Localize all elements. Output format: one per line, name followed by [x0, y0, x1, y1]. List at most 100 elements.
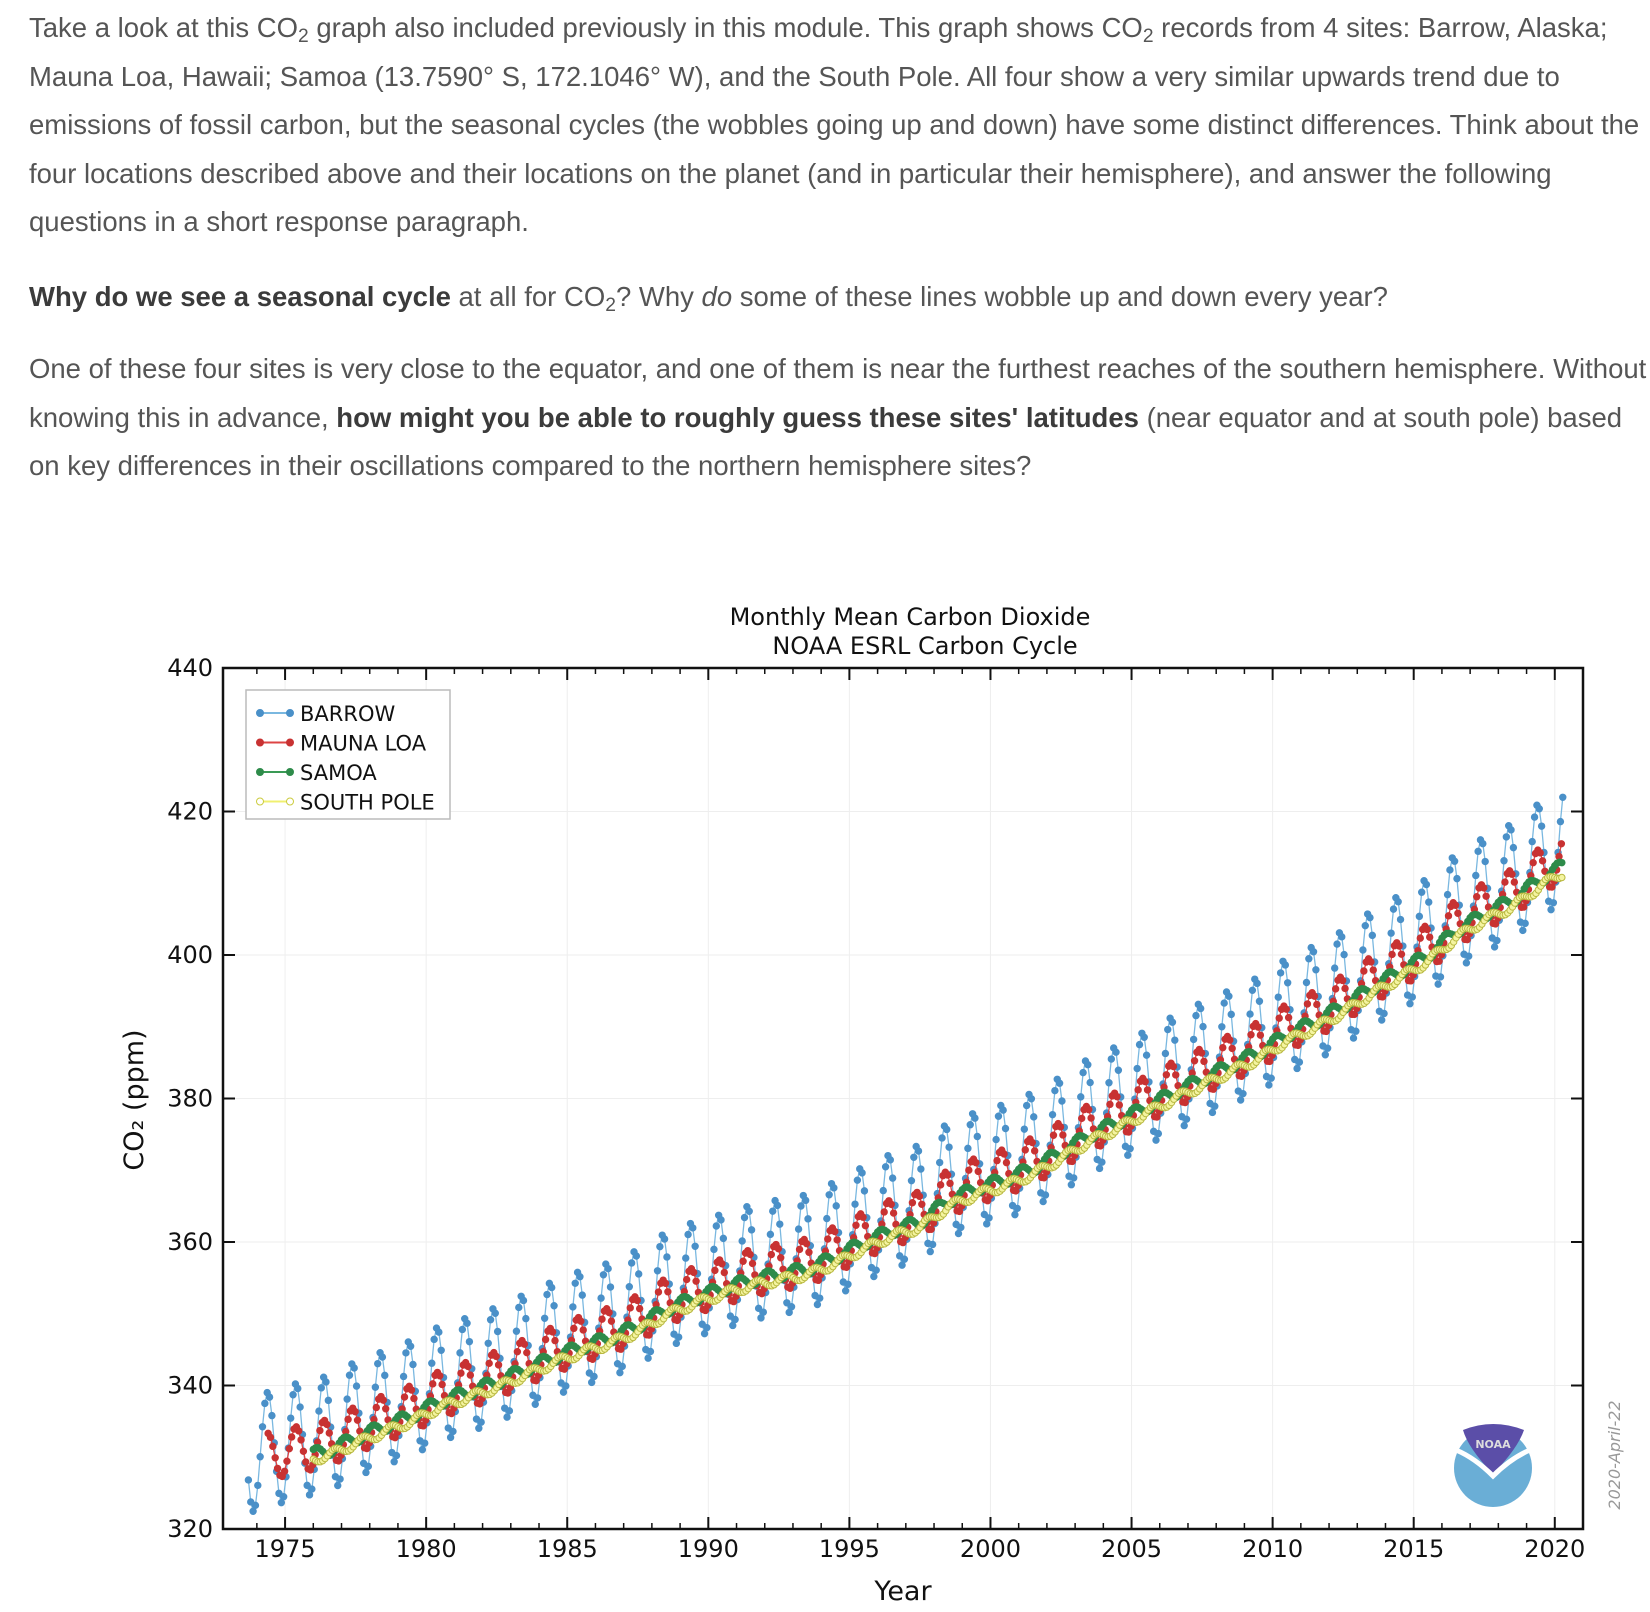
data-point	[965, 1166, 973, 1174]
data-point	[350, 1364, 358, 1372]
data-point	[1493, 936, 1501, 945]
data-point	[719, 1234, 728, 1243]
data-point	[887, 1200, 895, 1208]
x-tick-label: 2005	[1101, 1535, 1162, 1563]
data-point	[1056, 1123, 1065, 1131]
data-point	[797, 1202, 805, 1210]
data-point	[748, 1259, 757, 1268]
data-point	[745, 1207, 753, 1216]
data-point	[674, 1333, 683, 1341]
data-point	[607, 1317, 616, 1325]
data-point	[297, 1436, 305, 1444]
data-point	[1282, 1005, 1290, 1013]
legend-swatch-marker	[286, 738, 294, 747]
bold-text: Why do we see a seasonal cycle	[29, 281, 451, 312]
data-point	[710, 1245, 718, 1254]
data-point	[805, 1248, 813, 1256]
svg-text:NOAA: NOAA	[1475, 1438, 1511, 1451]
data-point	[1313, 1000, 1321, 1009]
data-point	[1254, 1023, 1262, 1031]
data-point	[690, 1268, 698, 1277]
data-point	[1002, 1158, 1011, 1167]
data-point	[954, 1229, 963, 1238]
data-point	[767, 1250, 776, 1259]
data-point	[1192, 1011, 1200, 1020]
data-point	[1030, 1113, 1038, 1121]
data-point	[418, 1445, 427, 1454]
data-point	[599, 1271, 608, 1279]
data-point	[1380, 1009, 1388, 1018]
data-point	[578, 1291, 586, 1299]
data-point	[378, 1353, 387, 1361]
series-samoa	[309, 858, 1566, 1460]
data-point	[712, 1222, 721, 1230]
data-point	[1041, 1191, 1050, 1199]
data-point	[543, 1290, 551, 1299]
data-point	[777, 1254, 785, 1262]
x-tick-label: 1990	[678, 1535, 739, 1563]
subscript: 2	[1142, 25, 1154, 47]
data-point	[972, 1158, 980, 1167]
data-point	[503, 1413, 511, 1421]
data-point	[1408, 993, 1416, 1001]
data-point	[672, 1339, 681, 1348]
data-point	[345, 1371, 354, 1379]
data-point	[1341, 984, 1349, 993]
data-point	[661, 1279, 670, 1287]
data-point	[816, 1294, 824, 1302]
data-point	[1281, 961, 1290, 969]
data-point	[664, 1288, 672, 1296]
data-point	[302, 1458, 310, 1466]
data-point	[746, 1250, 754, 1259]
data-point	[739, 1257, 747, 1265]
data-point	[1310, 992, 1319, 1000]
data-point	[787, 1303, 796, 1311]
data-point	[682, 1275, 691, 1284]
data-point	[731, 1315, 739, 1324]
data-point	[1558, 873, 1566, 882]
data-point	[1521, 919, 1529, 928]
data-point	[831, 1227, 839, 1236]
data-point	[773, 1201, 782, 1210]
data-point	[390, 1458, 398, 1466]
date-stamp: 2020-April-22	[1605, 1400, 1624, 1509]
data-point	[1556, 817, 1565, 826]
data-point	[966, 1121, 974, 1129]
data-point	[289, 1391, 297, 1399]
data-point	[1501, 878, 1509, 886]
data-point	[1140, 1033, 1148, 1041]
q2-text-c: some of these lines wobble up and down e…	[732, 281, 1388, 312]
intro-text-c: records from 4 sites: Barrow, Alaska; Ma…	[29, 12, 1640, 237]
data-point	[324, 1396, 333, 1405]
question-intro-paragraph: Take a look at this CO2 graph also inclu…	[29, 4, 1649, 247]
data-point	[711, 1266, 719, 1275]
data-point	[898, 1261, 906, 1269]
data-point	[317, 1384, 325, 1392]
data-point	[783, 1299, 791, 1307]
data-point	[886, 1156, 895, 1164]
data-point	[406, 1342, 415, 1350]
data-point	[1510, 878, 1519, 886]
data-point	[1030, 1147, 1039, 1155]
data-point	[515, 1303, 523, 1312]
data-point	[747, 1226, 756, 1234]
data-point	[1141, 1077, 1149, 1086]
data-point	[1095, 1164, 1104, 1173]
data-point	[325, 1429, 333, 1437]
data-point	[1509, 843, 1518, 852]
data-point	[627, 1259, 636, 1267]
data-point	[1465, 952, 1473, 960]
data-point	[914, 1147, 923, 1155]
data-point	[1321, 1051, 1329, 1059]
data-point	[295, 1427, 303, 1435]
data-point	[645, 1331, 653, 1339]
data-point	[1425, 933, 1434, 941]
data-point	[1360, 967, 1368, 975]
data-point	[1058, 1097, 1066, 1105]
data-point	[774, 1244, 783, 1253]
data-point	[1435, 957, 1443, 965]
data-point	[570, 1324, 578, 1333]
data-point	[1549, 899, 1558, 907]
data-point	[1305, 955, 1313, 963]
data-point	[1361, 921, 1369, 930]
